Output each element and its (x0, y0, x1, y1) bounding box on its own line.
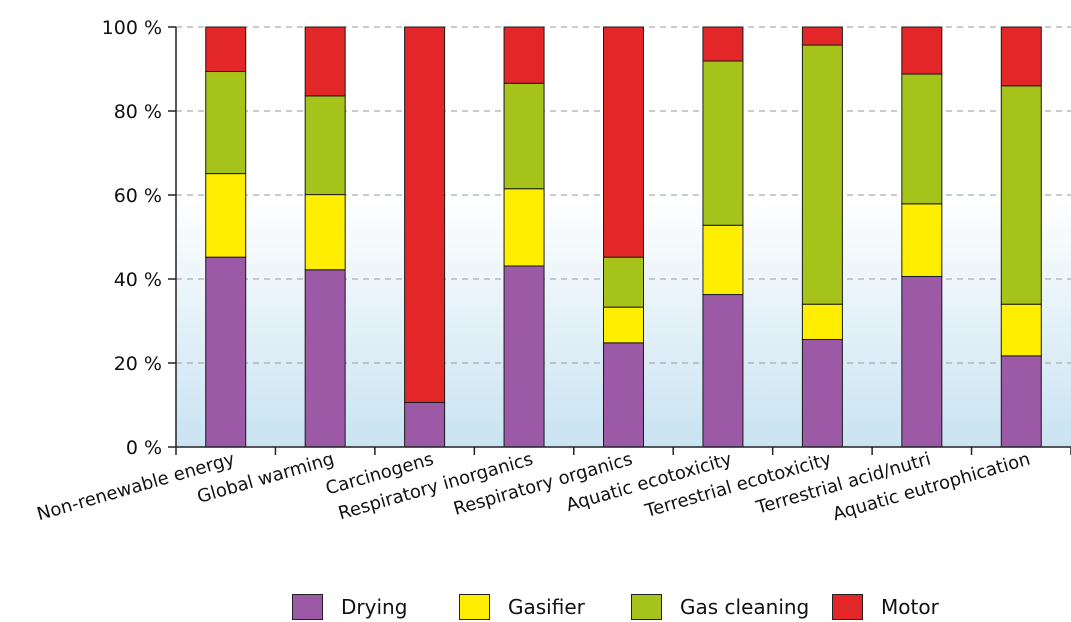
legend-swatch-gas-cleaning (631, 594, 662, 620)
bar-respiratory-organics-motor (603, 26, 644, 258)
bar-respiratory-inorganics-gas-cleaning (503, 82, 545, 190)
bar-respiratory-inorganics-drying (503, 265, 545, 448)
bar-aquatic-ecotoxicity-gas-cleaning (702, 60, 744, 226)
bar-terrestrial-ecotoxicity-gas-cleaning (801, 44, 843, 305)
bar-terrestrial-acid-nutri-motor (901, 26, 943, 75)
legend: Drying Gasifier Gas cleaning Motor (0, 592, 1071, 622)
legend-item-gas-cleaning: Gas cleaning (631, 592, 809, 622)
bar-non-renewable-energy-motor (205, 26, 247, 73)
bar-global-warming-drying (304, 269, 346, 448)
legend-item-gasifier: Gasifier (459, 592, 585, 622)
y-tick-label-20: 20 % (114, 353, 162, 375)
bar-terrestrial-acid-nutri-gas-cleaning (901, 73, 943, 205)
y-tick-label-60: 60 % (114, 185, 162, 207)
bar-aquatic-ecotoxicity-gasifier (702, 224, 744, 296)
bar-aquatic-eutrophication-gasifier (1000, 303, 1042, 357)
bar-respiratory-inorganics-motor (503, 26, 545, 84)
bar-aquatic-ecotoxicity-motor (702, 26, 744, 62)
bar-terrestrial-acid-nutri-gasifier (901, 203, 943, 277)
bar-carcinogens-drying (404, 401, 446, 448)
legend-item-motor: Motor (832, 592, 939, 622)
stacked-bar-chart: 0 % 20 % 40 % 60 % 80 % 100 % Non-renewable e… (35, 17, 1071, 526)
bar-respiratory-organics-gasifier (603, 306, 644, 344)
bar-respiratory-inorganics-gasifier (503, 188, 545, 267)
bar-non-renewable-energy-drying (205, 256, 247, 448)
y-tick-label-100: 100 % (102, 17, 162, 39)
bars (205, 26, 1042, 448)
axes (168, 26, 1071, 455)
bar-aquatic-ecotoxicity-drying (702, 294, 744, 448)
y-tick-label-80: 80 % (114, 101, 162, 123)
legend-swatch-gasifier (459, 594, 490, 620)
y-tick-label-40: 40 % (114, 269, 162, 291)
bar-non-renewable-energy-gas-cleaning (205, 71, 247, 175)
legend-label-drying: Drying (341, 595, 408, 619)
bar-terrestrial-ecotoxicity-gasifier (801, 303, 843, 340)
bar-global-warming-gasifier (304, 194, 346, 271)
legend-label-motor: Motor (881, 595, 939, 619)
bar-global-warming-motor (304, 26, 346, 97)
bar-aquatic-eutrophication-gas-cleaning (1000, 85, 1042, 305)
bar-terrestrial-ecotoxicity-drying (801, 338, 843, 448)
bar-aquatic-eutrophication-motor (1000, 26, 1042, 87)
bar-aquatic-eutrophication-drying (1000, 355, 1042, 448)
legend-label-gasifier: Gasifier (508, 595, 585, 619)
legend-swatch-motor (832, 594, 863, 620)
bar-terrestrial-acid-nutri-drying (901, 275, 943, 448)
bar-non-renewable-energy-gasifier (205, 173, 247, 258)
bar-carcinogens-motor (404, 26, 446, 403)
legend-label-gas-cleaning: Gas cleaning (680, 595, 810, 619)
bar-respiratory-organics-gas-cleaning (603, 256, 644, 308)
bar-terrestrial-ecotoxicity-motor (801, 26, 843, 46)
y-tick-label-0: 0 % (126, 437, 162, 459)
bar-global-warming-gas-cleaning (304, 95, 346, 196)
legend-swatch-drying (292, 594, 323, 620)
y-tick-labels: 0 % 20 % 40 % 60 % 80 % 100 % (102, 17, 162, 459)
bar-respiratory-organics-drying (603, 342, 644, 448)
legend-item-drying: Drying (292, 592, 407, 622)
